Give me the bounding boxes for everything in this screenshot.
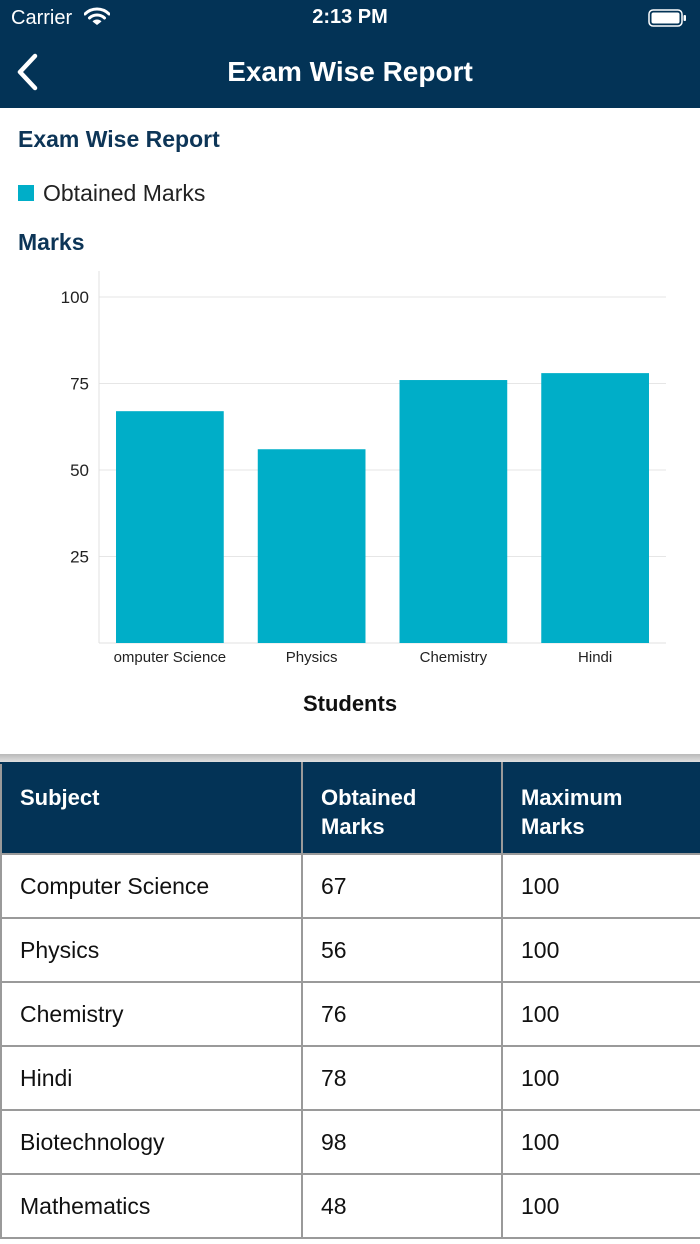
x-tick-label: Hindi [578, 649, 612, 666]
table-row: Chemistry 76 100 [0, 981, 700, 1047]
back-button[interactable] [6, 50, 50, 94]
wifi-icon [83, 7, 111, 32]
subject-cell: Mathematics [0, 1173, 303, 1239]
x-tick-label: Physics [286, 649, 338, 666]
table-header-row: Subject Obtained Marks Maximum Marks [0, 762, 700, 855]
subject-cell: Biotechnology [0, 1109, 303, 1175]
legend-label: Obtained Marks [43, 179, 206, 206]
obtained-marks-cell: 76 [301, 981, 503, 1047]
table-row: Hindi 78 100 [0, 1045, 700, 1111]
bar [399, 380, 508, 643]
obtained-marks-cell: 48 [301, 1173, 503, 1239]
chart-legend: Obtained Marks [18, 180, 205, 206]
obtained-marks-cell: 98 [301, 1109, 503, 1175]
page-title: Exam Wise Report [227, 56, 473, 87]
status-time: 2:13 PM [312, 6, 388, 28]
bar [541, 373, 649, 643]
status-bar: Carrier 2:13 PM [0, 0, 700, 36]
obtained-marks-cell: 56 [301, 917, 503, 983]
maximum-marks-cell: 100 [501, 917, 700, 983]
subject-cell: Computer Science [0, 853, 303, 919]
subject-cell: Chemistry [0, 981, 303, 1047]
app-header: Carrier 2:13 PM Exam Wise Report [0, 0, 700, 108]
table-row: Mathematics 48 100 [0, 1173, 700, 1239]
maximum-marks-cell: 100 [501, 1109, 700, 1175]
y-tick-label: 25 [70, 548, 89, 567]
report-title: Exam Wise Report [18, 126, 220, 152]
column-header-subject: Subject [0, 762, 303, 855]
x-tick-label: Chemistry [420, 649, 488, 666]
chart-card: Exam Wise Report Obtained Marks Marks 25… [0, 108, 700, 754]
maximum-marks-cell: 100 [501, 1173, 700, 1239]
y-tick-label: 75 [70, 375, 89, 394]
maximum-marks-cell: 100 [501, 1045, 700, 1111]
table-row: Computer Science 67 100 [0, 853, 700, 919]
y-axis-label: Marks [18, 229, 85, 255]
card-divider [0, 754, 700, 764]
x-tick-label: omputer Science [114, 649, 227, 666]
obtained-marks-cell: 67 [301, 853, 503, 919]
marks-table: Subject Obtained Marks Maximum Marks Com… [0, 762, 700, 1239]
bar [116, 411, 224, 643]
x-axis-label: Students [302, 691, 398, 716]
legend-swatch [18, 185, 34, 201]
obtained-marks-cell: 78 [301, 1045, 503, 1111]
table-row: Biotechnology 98 100 [0, 1109, 700, 1175]
subject-cell: Physics [0, 917, 303, 983]
navigation-bar: Exam Wise Report [0, 36, 700, 108]
column-header-obtained-marks: Obtained Marks [301, 762, 503, 855]
table-row: Physics 56 100 [0, 917, 700, 983]
y-tick-label: 50 [70, 461, 89, 480]
column-header-maximum-marks: Maximum Marks [501, 762, 700, 855]
chevron-left-icon [17, 53, 38, 91]
bar [257, 449, 366, 643]
maximum-marks-cell: 100 [501, 853, 700, 919]
maximum-marks-cell: 100 [501, 981, 700, 1047]
subject-cell: Hindi [0, 1045, 303, 1111]
carrier-label: Carrier [11, 7, 73, 29]
battery-icon [648, 9, 688, 27]
bar-chart: 25 50 75 100 omputer Science Physics Chemistry… [61, 271, 666, 666]
y-tick-label: 100 [61, 288, 89, 307]
